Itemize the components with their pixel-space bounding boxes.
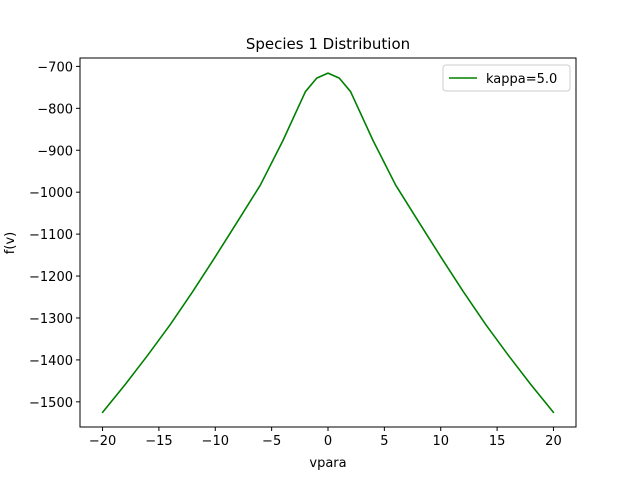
y-tick-label: −900	[37, 144, 73, 159]
x-tick-label: 0	[324, 434, 332, 449]
y-tick-label: −1100	[29, 228, 73, 243]
y-tick-label: −800	[37, 102, 73, 117]
series-line-0	[101, 72, 555, 414]
legend: kappa=5.0	[442, 64, 571, 92]
x-tick-label: −10	[202, 434, 229, 449]
legend-box	[442, 64, 571, 92]
x-tick-label: 20	[545, 434, 562, 449]
x-tick-label: 5	[380, 434, 388, 449]
x-axis-label: vpara	[309, 456, 346, 471]
y-axis: −700 −800 −900 −1000 −1100 −1200 −1300 −1400 −15…	[29, 60, 80, 411]
legend-label: kappa=5.0	[486, 72, 557, 87]
y-tick-label: −1400	[29, 354, 73, 369]
y-tick-label: −1300	[29, 312, 73, 327]
series-layer	[101, 72, 555, 414]
x-tick-label: 15	[489, 434, 506, 449]
x-axis: −20 −15 −10 −5 0 5 10 15 20	[89, 427, 562, 449]
y-tick-label: −700	[37, 60, 73, 75]
y-tick-label: −1500	[29, 396, 73, 411]
y-tick-label: −1000	[29, 186, 73, 201]
x-tick-label: −20	[89, 434, 116, 449]
x-tick-label: 10	[432, 434, 449, 449]
x-tick-label: −15	[145, 434, 172, 449]
y-tick-label: −1200	[29, 270, 73, 285]
plot-area: −20 −15 −10 −5 0 5 10 15 20 −700 −800 −900 −1000 −11…	[29, 57, 577, 449]
y-axis-label: f(v)	[3, 232, 18, 254]
chart-title: Species 1 Distribution	[246, 35, 410, 53]
x-tick-label: −5	[262, 434, 281, 449]
